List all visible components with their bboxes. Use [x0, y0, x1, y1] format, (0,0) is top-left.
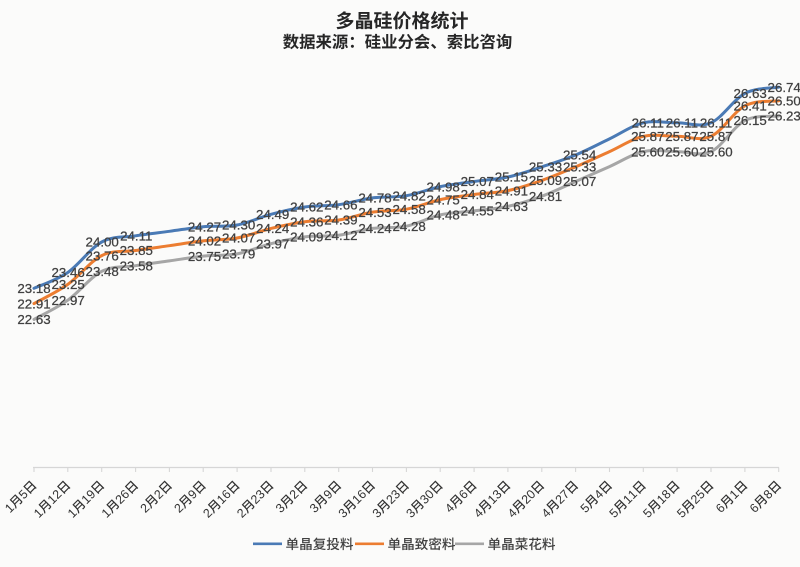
- svg-text:25.60: 25.60: [699, 144, 732, 159]
- svg-text:24.09: 24.09: [290, 230, 323, 245]
- svg-text:25.33: 25.33: [563, 160, 596, 175]
- svg-text:24.66: 24.66: [324, 197, 357, 212]
- svg-text:23.85: 23.85: [120, 243, 153, 258]
- svg-text:22.91: 22.91: [17, 296, 50, 311]
- svg-text:24.53: 24.53: [358, 205, 391, 220]
- svg-text:24.91: 24.91: [495, 183, 528, 198]
- svg-text:24.24: 24.24: [358, 221, 391, 236]
- svg-text:26.11: 26.11: [700, 116, 732, 131]
- svg-text:24.84: 24.84: [461, 187, 494, 202]
- svg-text:23.48: 23.48: [86, 264, 119, 279]
- svg-text:26.41: 26.41: [733, 99, 766, 114]
- svg-text:26.15: 26.15: [733, 113, 766, 128]
- svg-text:24.12: 24.12: [324, 228, 357, 243]
- svg-text:25.87: 25.87: [631, 129, 664, 144]
- svg-text:25.07: 25.07: [461, 174, 494, 189]
- svg-text:24.07: 24.07: [222, 231, 255, 246]
- svg-text:22.63: 22.63: [17, 312, 50, 327]
- svg-text:24.24: 24.24: [256, 221, 289, 236]
- svg-text:24.00: 24.00: [86, 235, 119, 250]
- svg-text:24.48: 24.48: [427, 208, 460, 223]
- svg-text:23.97: 23.97: [256, 236, 289, 251]
- svg-text:24.63: 24.63: [495, 199, 528, 214]
- svg-text:24.36: 24.36: [290, 214, 323, 229]
- svg-text:24.75: 24.75: [427, 192, 460, 207]
- svg-text:26.50: 26.50: [768, 94, 800, 109]
- svg-text:23.79: 23.79: [222, 247, 255, 262]
- svg-text:24.98: 24.98: [427, 179, 460, 194]
- svg-text:26.11: 26.11: [666, 116, 698, 131]
- svg-text:24.27: 24.27: [188, 219, 221, 234]
- svg-text:24.49: 24.49: [256, 207, 289, 222]
- svg-text:25.33: 25.33: [529, 160, 562, 175]
- svg-text:23.58: 23.58: [120, 258, 153, 273]
- svg-text:24.78: 24.78: [358, 191, 391, 206]
- svg-text:25.87: 25.87: [699, 129, 732, 144]
- svg-text:25.60: 25.60: [665, 144, 698, 159]
- svg-text:26.11: 26.11: [632, 116, 664, 131]
- svg-text:24.58: 24.58: [392, 202, 425, 217]
- svg-text:23.76: 23.76: [86, 248, 119, 263]
- svg-text:26.23: 26.23: [768, 109, 800, 124]
- svg-text:23.18: 23.18: [17, 281, 50, 296]
- svg-text:24.55: 24.55: [461, 204, 494, 219]
- svg-text:24.81: 24.81: [529, 189, 562, 204]
- svg-text:26.74: 26.74: [768, 80, 800, 95]
- svg-text:23.75: 23.75: [188, 249, 221, 264]
- svg-text:24.62: 24.62: [290, 200, 323, 215]
- svg-text:24.39: 24.39: [324, 213, 357, 228]
- svg-text:25.09: 25.09: [529, 173, 562, 188]
- svg-text:23.46: 23.46: [51, 265, 84, 280]
- svg-text:24.28: 24.28: [392, 219, 425, 234]
- svg-text:24.11: 24.11: [120, 229, 152, 244]
- svg-text:26.63: 26.63: [733, 86, 766, 101]
- svg-text:24.30: 24.30: [222, 218, 255, 233]
- svg-text:23.25: 23.25: [51, 277, 84, 292]
- svg-text:25.87: 25.87: [665, 129, 698, 144]
- svg-text:22.97: 22.97: [51, 293, 84, 308]
- svg-text:25.60: 25.60: [631, 144, 664, 159]
- svg-text:25.54: 25.54: [563, 148, 596, 163]
- svg-text:25.15: 25.15: [495, 170, 528, 185]
- svg-text:24.02: 24.02: [188, 234, 221, 249]
- svg-text:24.82: 24.82: [392, 188, 425, 203]
- svg-text:25.07: 25.07: [563, 174, 596, 189]
